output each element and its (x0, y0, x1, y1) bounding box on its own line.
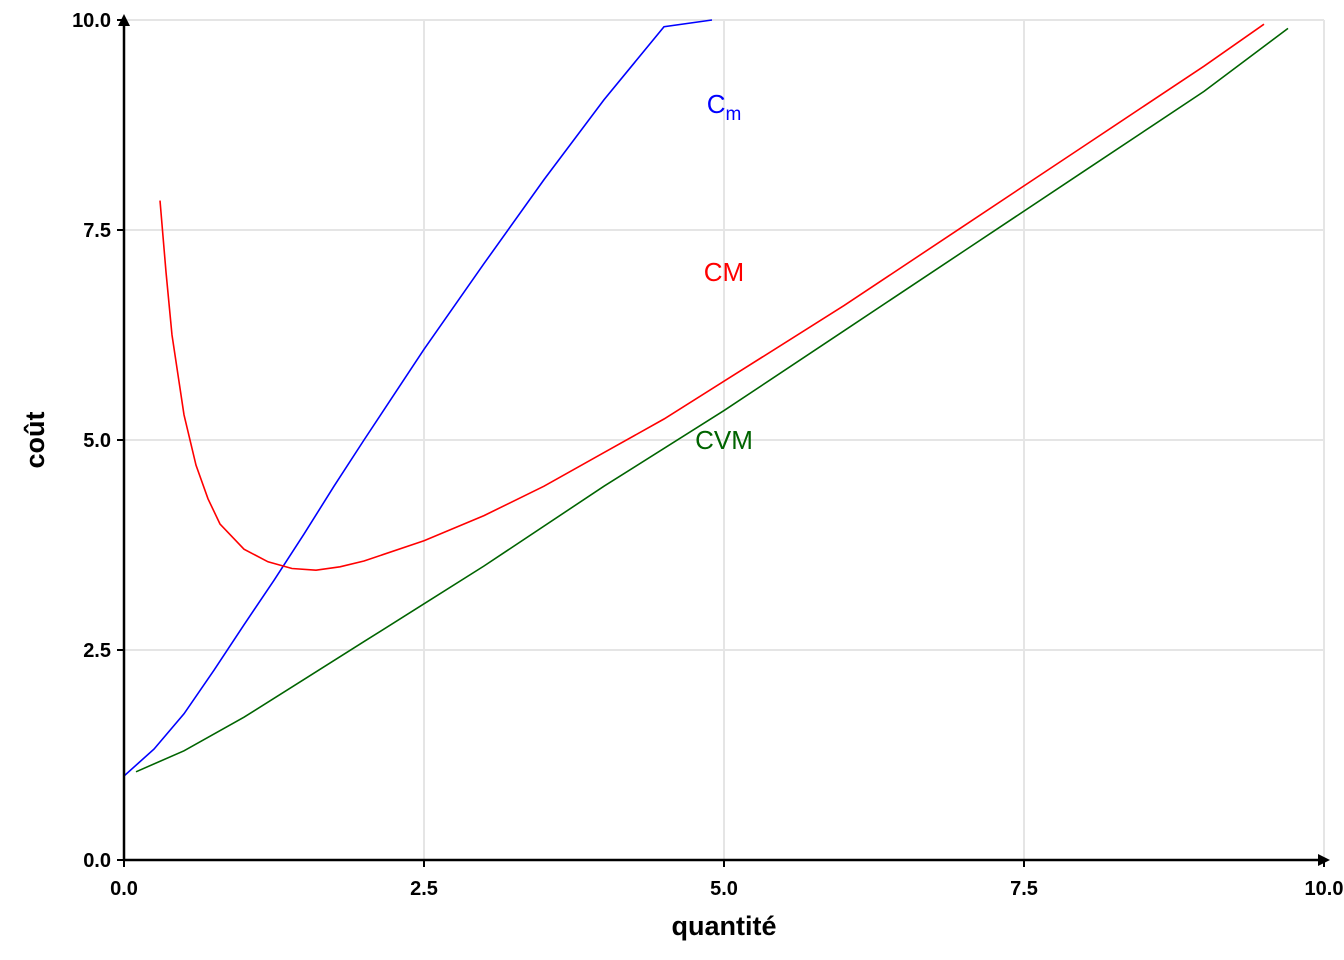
curves (123, 19, 1289, 777)
curve-label: CM (704, 257, 744, 287)
y-tick-label: 7.5 (83, 220, 111, 242)
grid-lines (124, 19, 1325, 860)
curve-label: Cm (707, 89, 742, 125)
x-tick-label: 5.0 (710, 878, 738, 900)
series-cm-line (159, 23, 1265, 572)
x-tick-label: 2.5 (410, 878, 438, 900)
curve-label: CVM (695, 425, 753, 455)
series-cm-line (123, 19, 713, 777)
x-tick-label: 10.0 (1305, 878, 1344, 900)
y-tick-label: 2.5 (83, 640, 111, 662)
curve-labels: Cm CM CVM (695, 89, 753, 455)
y-tick-label: 0.0 (83, 850, 111, 872)
series-cvm-line (135, 27, 1289, 773)
x-tick-label: 7.5 (1010, 878, 1038, 900)
x-tick-label: 0.0 (110, 878, 138, 900)
y-tick-label: 10.0 (72, 10, 111, 32)
y-axis-title: coût (20, 411, 50, 468)
ticks: 0.0 2.5 5.0 7.5 10.0 0.0 2.5 5.0 7.5 10.0 (72, 10, 1343, 900)
y-tick-label: 5.0 (83, 430, 111, 452)
x-axis-title: quantité (672, 911, 777, 941)
